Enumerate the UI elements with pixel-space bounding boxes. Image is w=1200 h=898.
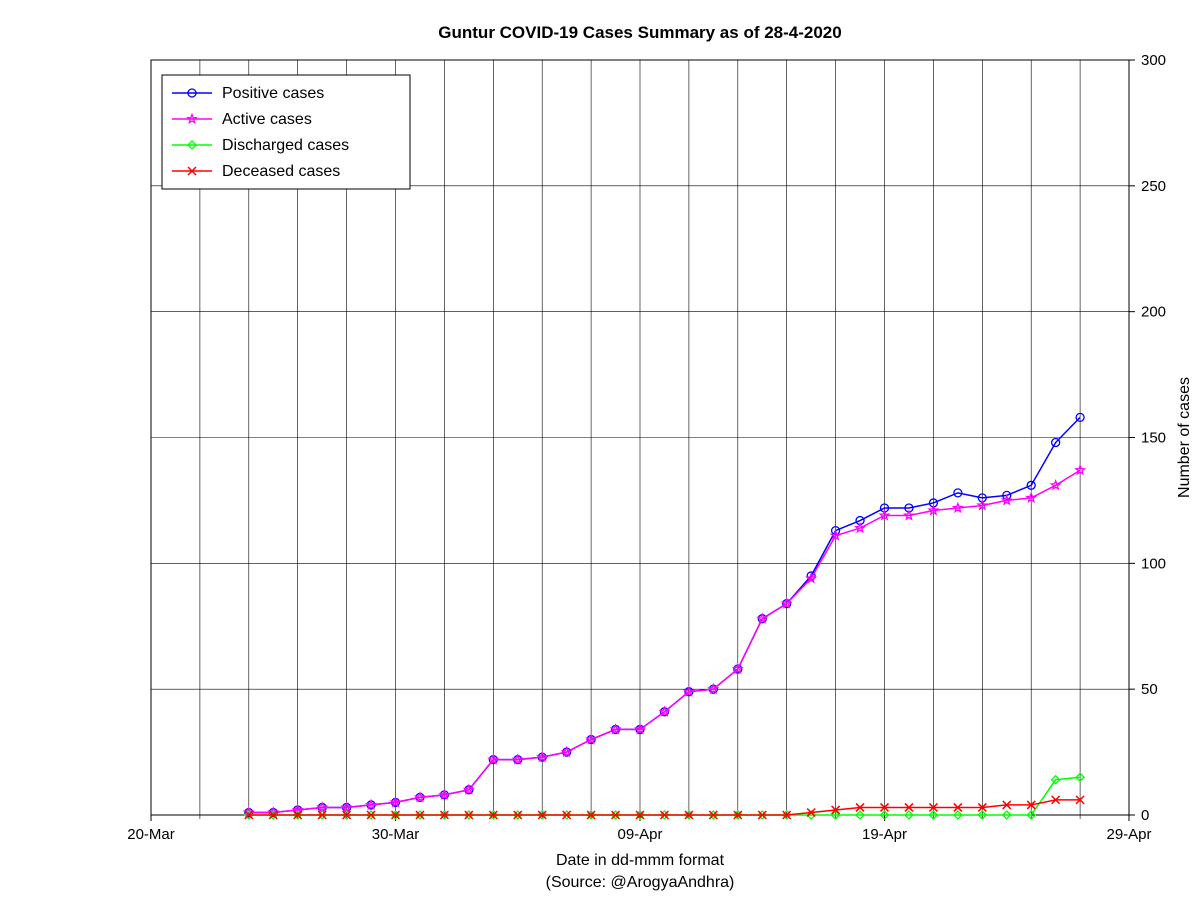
- y-tick-label: 250: [1141, 178, 1166, 195]
- x-axis-label-2: (Source: @ArogyaAndhra): [546, 874, 735, 891]
- x-tick-label: 20-Mar: [127, 826, 175, 843]
- y-tick-label: 200: [1141, 304, 1166, 321]
- legend-label: Active cases: [222, 111, 312, 128]
- x-tick-label: 19-Apr: [862, 826, 907, 843]
- x-axis-label-1: Date in dd-mmm format: [556, 852, 725, 869]
- y-tick-label: 300: [1141, 52, 1166, 69]
- legend-label: Discharged cases: [222, 137, 349, 154]
- x-tick-label: 29-Apr: [1106, 826, 1151, 843]
- legend-label: Deceased cases: [222, 163, 340, 180]
- legend-label: Positive cases: [222, 85, 324, 102]
- x-tick-label: 30-Mar: [372, 826, 420, 843]
- chart-container: 20-Mar 30-Mar 09-Apr 19-Apr 29-Apr 0 50 100 150 2…: [0, 0, 1200, 898]
- y-axis-label: Number of cases: [1176, 377, 1193, 498]
- x-tick-label: 09-Apr: [617, 826, 662, 843]
- y-tick-label: 50: [1141, 681, 1158, 698]
- y-tick-label: 0: [1141, 807, 1149, 824]
- y-tick-label: 100: [1141, 555, 1166, 572]
- covid-line-chart: 20-Mar 30-Mar 09-Apr 19-Apr 29-Apr 0 50 100 150 2…: [0, 0, 1200, 898]
- y-tick-label: 150: [1141, 430, 1166, 447]
- chart-title: Guntur COVID-19 Cases Summary as of 28-4…: [438, 23, 841, 42]
